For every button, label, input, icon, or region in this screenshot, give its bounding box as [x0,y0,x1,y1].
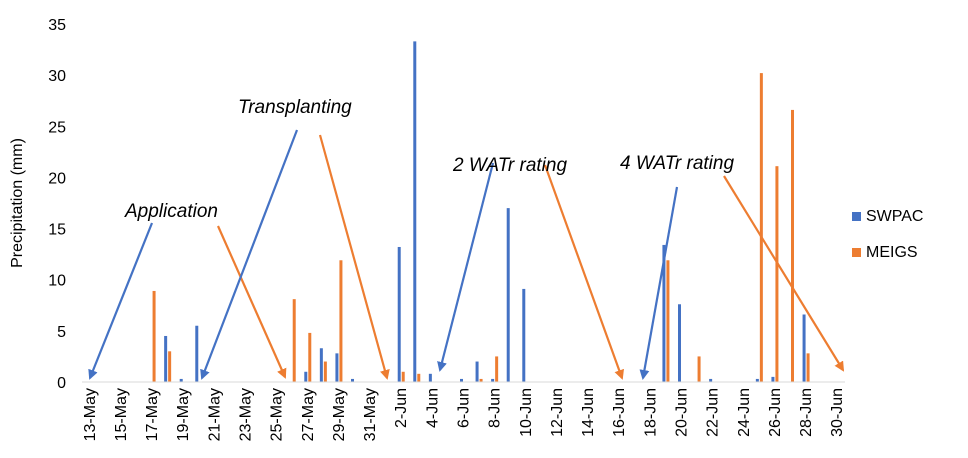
annotation-arrow-orange [723,175,845,372]
x-tick-label: 10-Jun [518,388,535,437]
bar-meigs [401,371,405,382]
x-tick-label: 2-Jun [393,388,410,428]
annotation-arrow-blue [200,129,299,380]
y-tick-label: 35 [48,17,66,34]
x-tick-label: 25-May [269,388,286,441]
annotation-label: 2 WATr rating [452,155,567,176]
annotation-arrow-orange [216,225,287,379]
annotation-arrow-blue [639,186,679,380]
x-tick-label: 24-Jun [736,388,753,437]
y-tick-label: 0 [57,375,66,392]
x-tick-label: 19-May [175,388,192,441]
x-tick-label: 8-Jun [487,388,504,428]
x-tick-label: 6-Jun [456,388,473,428]
bar-meigs [168,351,172,382]
bar-meigs [791,109,794,383]
x-tick-label: 23-May [238,388,255,441]
annotations: Application Transplanting 2 WATr rating 4 W… [88,97,845,380]
bar-meigs [323,361,327,382]
x-tick-label: 28-Jun [798,388,815,437]
bar-swpac [709,378,713,382]
bar-meigs [339,260,343,382]
bar-meigs [495,356,499,382]
bar-swpac [413,41,417,382]
bar-swpac [522,288,526,382]
bar-meigs [308,332,312,382]
x-tick-label: 30-Jun [829,388,846,437]
bar-swpac [164,335,168,382]
x-tick-label: 20-Jun [674,388,691,437]
bar-swpac [506,208,510,382]
legend-swatch-meigs [852,248,861,257]
legend: SWPAC MEIGS [852,208,923,261]
bar-swpac [662,244,666,382]
x-tick-label: 16-Jun [611,388,628,437]
annotation-arrow-orange [543,164,624,380]
x-tick-label: 26-Jun [767,388,784,437]
y-tick-label: 10 [48,273,66,290]
bars [152,41,810,383]
bar-swpac [678,304,681,382]
x-tick-label: 27-May [300,388,317,441]
y-tick-label: 20 [48,170,66,187]
bar-swpac [397,246,401,382]
annotation-label: 4 WATr rating [620,153,734,174]
legend-label-meigs: MEIGS [866,244,918,261]
x-tick-label: 29-May [331,388,348,441]
bar-swpac [460,378,463,382]
x-tick-label: 15-May [113,388,130,441]
y-tick-label: 30 [48,68,66,85]
bar-meigs [292,299,296,382]
bar-meigs [152,290,156,382]
bar-meigs [759,73,763,383]
x-tick-label: 18-Jun [642,388,659,437]
bar-meigs [806,353,810,382]
annotation-arrow-blue [88,222,154,380]
annotation-label: Application [124,201,218,222]
annotation-arrow-orange [318,134,390,380]
x-tick-label: 13-May [82,388,99,441]
bar-meigs [666,260,670,382]
legend-swatch-swpac [852,212,861,221]
bar-meigs [417,373,421,382]
x-axis-ticks: 13-May 15-May 17-May 19-May 21-May 23-May 25-M… [82,388,846,441]
y-axis-title: Precipitation (mm) [9,138,26,268]
y-tick-label: 25 [48,119,66,136]
bar-swpac [491,378,495,382]
y-axis-ticks: 0 5 10 15 20 25 30 35 [48,17,66,392]
bar-swpac [304,371,308,382]
bar-swpac [319,348,323,382]
bar-meigs [775,166,779,382]
bar-swpac [335,353,339,382]
y-tick-label: 5 [57,324,66,341]
legend-label-swpac: SWPAC [866,208,923,225]
x-tick-label: 4-Jun [424,388,441,428]
bar-swpac [195,325,199,382]
bar-swpac [755,378,759,382]
bar-swpac [802,314,806,382]
x-tick-label: 31-May [362,388,379,441]
x-tick-label: 12-Jun [549,388,566,437]
bar-meigs [479,378,483,382]
bar-meigs [697,356,701,382]
bar-swpac [179,378,183,382]
x-tick-label: 17-May [144,388,161,441]
x-tick-label: 21-May [206,388,223,441]
annotation-arrow-blue [437,162,495,372]
x-tick-label: 14-Jun [580,388,597,437]
bar-swpac [475,361,479,382]
x-tick-label: 22-Jun [705,388,722,437]
bar-swpac [771,376,775,382]
y-tick-label: 15 [48,222,66,239]
bar-swpac [428,373,432,382]
annotation-label: Transplanting [238,97,352,118]
bar-swpac [351,378,354,382]
